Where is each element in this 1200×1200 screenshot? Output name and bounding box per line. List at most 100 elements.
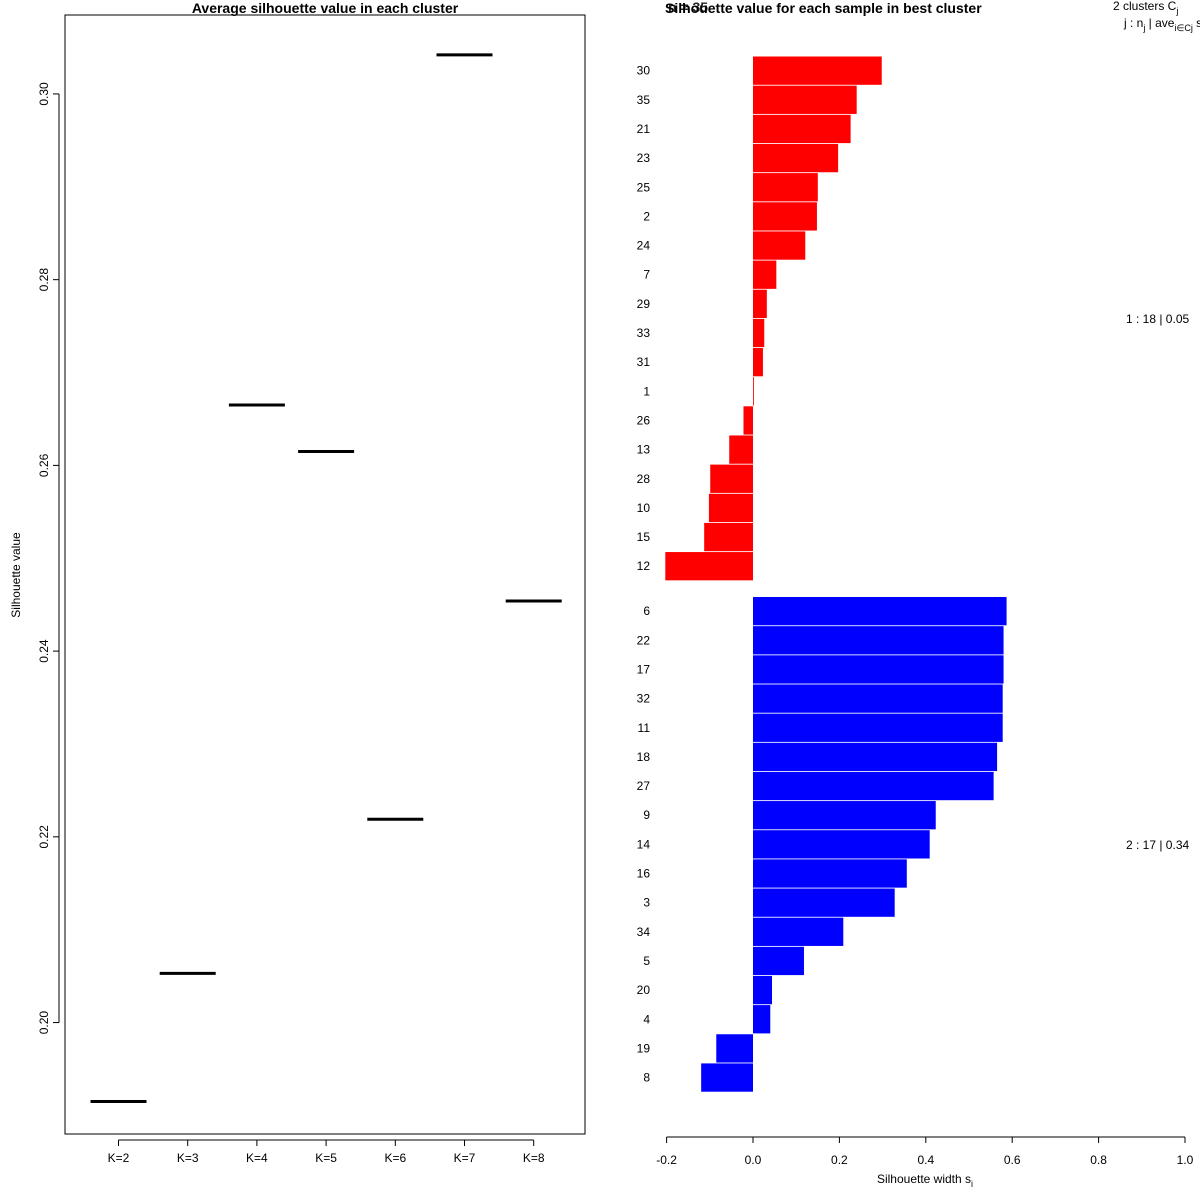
left-x-tick-label: K=5 <box>315 1151 337 1165</box>
sample-label: 22 <box>637 633 651 647</box>
sample-silhouette-chart: n = 35 Silhouette value for each sample … <box>637 0 1200 1189</box>
silhouette-bar <box>753 289 767 318</box>
silhouette-bar <box>753 859 907 888</box>
right-chart-overlap-text: n = 35 <box>668 0 708 15</box>
silhouette-bar <box>753 231 806 260</box>
left-x-tick-label: K=3 <box>177 1151 199 1165</box>
silhouette-bar <box>753 318 765 348</box>
silhouette-bar <box>753 888 895 917</box>
silhouette-bar <box>753 114 851 144</box>
silhouette-bar <box>729 435 753 464</box>
right-x-tick-label: 0.4 <box>917 1153 934 1167</box>
left-y-tick-label: 0.24 <box>37 639 51 663</box>
silhouette-bar <box>753 377 754 406</box>
left-y-tick-label: 0.26 <box>37 453 51 477</box>
silhouette-bar <box>753 742 998 772</box>
silhouette-bar <box>753 684 1003 713</box>
silhouette-bar <box>753 830 930 859</box>
silhouette-bar <box>753 801 936 830</box>
right-x-axis-label: Silhouette width si <box>877 1172 973 1189</box>
avg-silhouette-chart: Average silhouette value in each cluster… <box>9 0 586 1165</box>
sample-label: 28 <box>637 472 651 486</box>
right-x-tick-label: 0.0 <box>745 1153 762 1167</box>
right-chart-title: Silhouette value for each sample in best… <box>665 0 982 16</box>
sample-label: 18 <box>637 750 651 764</box>
right-x-tick-label: 0.8 <box>1090 1153 1107 1167</box>
sample-label: 19 <box>637 1041 651 1055</box>
silhouette-bar <box>753 348 763 377</box>
right-x-axis: -0.2 0.0 0.2 0.4 0.6 0.8 1.0 <box>656 1136 1194 1167</box>
right-x-tick-label: -0.2 <box>656 1153 677 1167</box>
sample-label: 15 <box>637 530 651 544</box>
silhouette-bar <box>753 56 882 85</box>
sample-label: 33 <box>637 326 651 340</box>
silhouette-bar <box>704 522 753 552</box>
sample-label: 5 <box>643 954 650 968</box>
cluster-summary: 2 : 17 | 0.34 <box>1126 838 1189 852</box>
silhouette-bar <box>753 1005 771 1034</box>
silhouette-bar <box>753 975 773 1005</box>
sample-label: 34 <box>637 925 651 939</box>
right-bars <box>665 56 1007 1092</box>
sample-label: 30 <box>637 64 651 78</box>
sample-label: 21 <box>637 122 651 136</box>
sample-label: 16 <box>637 867 651 881</box>
sample-label: 13 <box>637 443 651 457</box>
sample-label: 10 <box>637 501 651 515</box>
right-x-tick-label: 1.0 <box>1177 1153 1194 1167</box>
sample-label: 1 <box>643 384 650 398</box>
right-sample-labels: 3035212325224729333112613281015126221732… <box>637 64 651 1085</box>
silhouette-bar <box>753 597 1007 626</box>
silhouette-bar <box>753 655 1004 684</box>
left-x-tick-label: K=2 <box>108 1151 130 1165</box>
right-x-tick-label: 0.2 <box>831 1153 848 1167</box>
sample-label: 31 <box>637 355 651 369</box>
silhouette-bar <box>710 464 753 493</box>
silhouette-bar <box>753 946 804 976</box>
left-x-tick-label: K=7 <box>454 1151 476 1165</box>
left-x-tick-label: K=6 <box>384 1151 406 1165</box>
sample-label: 3 <box>643 896 650 910</box>
silhouette-bar <box>753 917 844 946</box>
silhouette-bar <box>743 406 753 435</box>
sample-label: 23 <box>637 151 651 165</box>
sample-label: 25 <box>637 180 651 194</box>
left-x-axis: K=2 K=3 K=4 K=5 K=6 K=7 K=8 <box>108 1139 545 1165</box>
header-clusters-line: 2 clusters Cj <box>1113 0 1178 16</box>
left-chart-title: Average silhouette value in each cluster <box>192 0 459 16</box>
right-x-tick-label: 0.6 <box>1004 1153 1021 1167</box>
left-x-tick-label: K=8 <box>523 1151 545 1165</box>
sample-label: 32 <box>637 692 651 706</box>
left-x-tick-label: K=4 <box>246 1151 268 1165</box>
silhouette-bar <box>716 1034 753 1063</box>
left-plot-frame <box>64 14 586 1135</box>
sample-label: 6 <box>643 604 650 618</box>
left-y-tick-label: 0.22 <box>37 825 51 849</box>
silhouette-bar <box>665 552 753 581</box>
sample-label: 9 <box>643 808 650 822</box>
silhouette-bar <box>753 85 857 114</box>
sample-label: 11 <box>638 721 651 735</box>
silhouette-bar <box>753 260 777 289</box>
left-y-axis-label: Silhouette value <box>9 532 23 618</box>
silhouette-bar <box>753 173 818 202</box>
sample-label: 7 <box>643 268 650 282</box>
sample-label: 27 <box>637 779 651 793</box>
silhouette-bar <box>708 493 753 523</box>
sample-label: 2 <box>643 209 650 223</box>
right-cluster-summaries: 1 : 18 | 0.05 2 : 17 | 0.34 <box>1126 312 1189 852</box>
sample-label: 35 <box>637 93 651 107</box>
sample-label: 20 <box>637 983 651 997</box>
silhouette-bar <box>753 771 994 801</box>
sample-label: 29 <box>637 297 651 311</box>
left-y-tick-label: 0.28 <box>37 268 51 292</box>
left-y-tick-label: 0.20 <box>37 1011 51 1035</box>
cluster-summary: 1 : 18 | 0.05 <box>1126 312 1189 326</box>
sample-label: 26 <box>637 413 651 427</box>
sample-label: 12 <box>637 559 651 573</box>
sample-label: 8 <box>643 1071 650 1085</box>
header-columns-line: j : nj | avei∈Cj s <box>1123 16 1200 33</box>
sample-label: 4 <box>643 1012 650 1026</box>
sample-label: 17 <box>637 662 651 676</box>
